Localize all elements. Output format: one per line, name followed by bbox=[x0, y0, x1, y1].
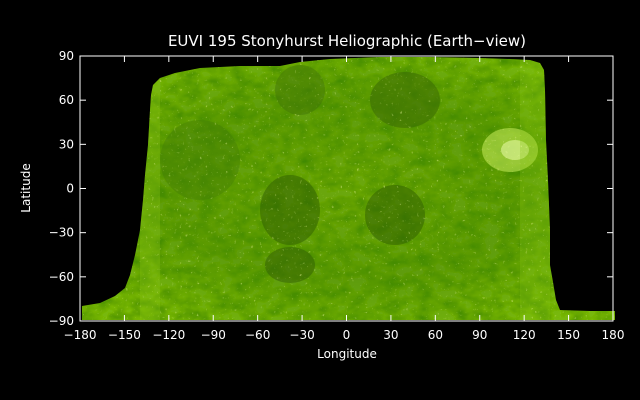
chart-title: EUVI 195 Stonyhurst Heliographic (Earth−… bbox=[168, 32, 526, 50]
x-tick-label: −90 bbox=[201, 328, 226, 342]
x-tick-label: 180 bbox=[602, 328, 625, 342]
x-tick-label: −60 bbox=[245, 328, 270, 342]
y-axis-ticks: 90 60 30 0 −30 −60 −90 bbox=[49, 49, 613, 328]
x-tick-label: −120 bbox=[152, 328, 185, 342]
y-tick-label: −90 bbox=[49, 314, 74, 328]
x-tick-label: −180 bbox=[64, 328, 97, 342]
y-tick-label: 30 bbox=[59, 137, 74, 151]
x-tick-label: 30 bbox=[383, 328, 398, 342]
x-tick-label: 0 bbox=[343, 328, 351, 342]
x-tick-label: 60 bbox=[428, 328, 443, 342]
y-axis-label: Latitude bbox=[19, 163, 33, 212]
y-tick-label: −30 bbox=[49, 226, 74, 240]
x-axis-ticks: −180 −150 −120 −90 −60 −30 0 30 60 90 120 150 180 bbox=[64, 56, 625, 342]
x-tick-label: 120 bbox=[513, 328, 536, 342]
y-tick-label: 60 bbox=[59, 93, 74, 107]
x-tick-label: 90 bbox=[472, 328, 487, 342]
x-tick-label: 150 bbox=[557, 328, 580, 342]
x-tick-label: −150 bbox=[108, 328, 141, 342]
x-axis-label: Longitude bbox=[317, 347, 377, 361]
x-tick-label: −30 bbox=[289, 328, 314, 342]
y-tick-label: 90 bbox=[59, 49, 74, 63]
solar-map-image bbox=[82, 57, 615, 320]
y-tick-label: 0 bbox=[66, 182, 74, 196]
y-tick-label: −60 bbox=[49, 270, 74, 284]
